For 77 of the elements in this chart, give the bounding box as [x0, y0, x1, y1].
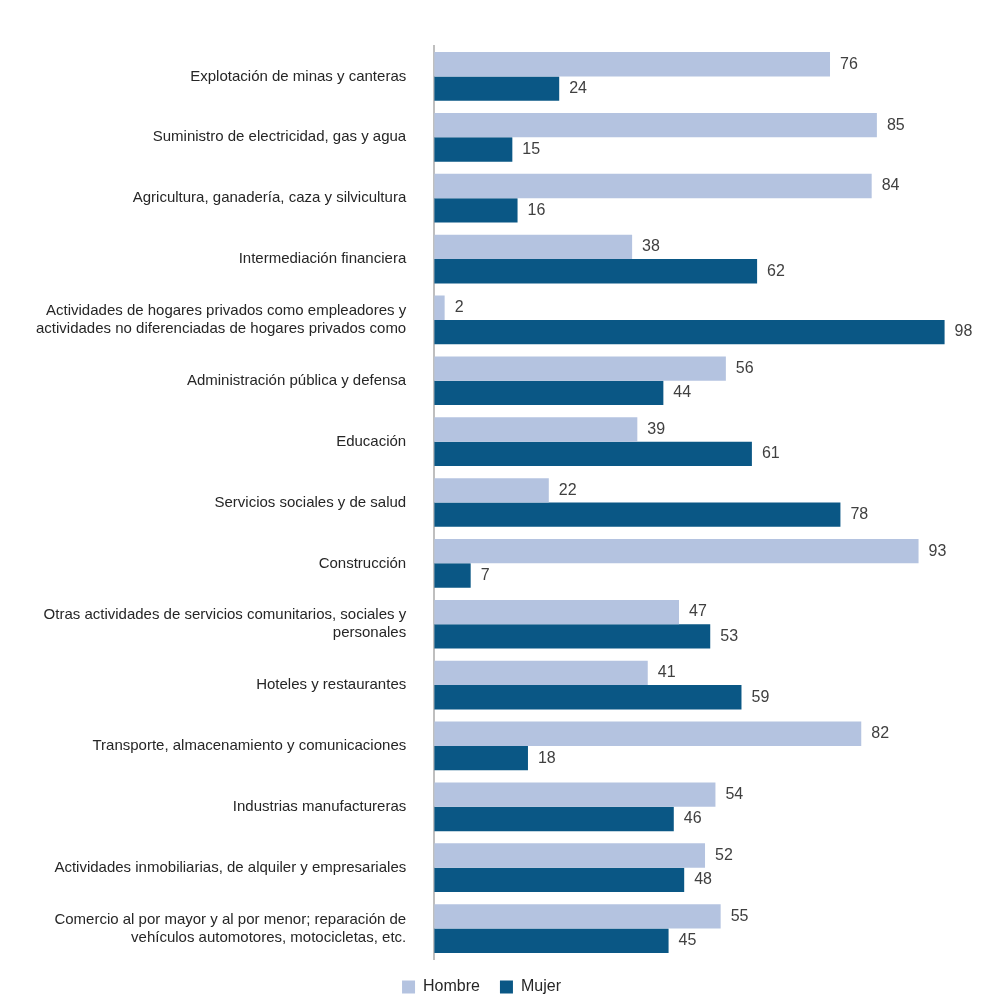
- bar: [434, 685, 742, 710]
- data-label: 76: [840, 54, 858, 72]
- data-label: 44: [673, 383, 692, 401]
- data-label: 55: [730, 906, 749, 924]
- bar: [434, 928, 669, 953]
- bar: [434, 173, 872, 199]
- bar: [434, 904, 721, 929]
- data-label: 62: [767, 261, 785, 279]
- y-tick-label: Actividades inmobiliarias, de alquiler y empresariales: [54, 857, 407, 875]
- y-tick-label: Administración pública y defensa: [186, 370, 407, 388]
- data-label: 38: [642, 237, 661, 255]
- bar: [434, 76, 560, 101]
- bar: [434, 295, 445, 320]
- bar: [434, 417, 638, 442]
- y-tick-label: Educación: [336, 431, 407, 449]
- bar: [434, 624, 711, 649]
- data-label: 18: [537, 748, 556, 766]
- data-label: 7: [480, 565, 490, 583]
- bar: [434, 319, 945, 345]
- y-tick-label: Intermediación financiera: [238, 249, 407, 267]
- bar: [434, 745, 528, 771]
- bar: [434, 112, 877, 138]
- y-tick-label: Transporte, almacenamiento y comunicaciones: [92, 736, 407, 754]
- y-tick-label: Explotación de minas y canteras: [190, 66, 407, 84]
- data-label: 45: [678, 931, 697, 949]
- data-label: 22: [558, 480, 577, 498]
- bar: [434, 198, 518, 223]
- data-label: 85: [886, 115, 905, 133]
- bar: [434, 539, 919, 564]
- bar: [434, 502, 841, 527]
- y-tick-label: Construcción: [318, 553, 407, 571]
- data-label: 46: [683, 809, 702, 827]
- data-label: 84: [881, 176, 900, 194]
- bar: [434, 721, 862, 746]
- y-tick-label: Hoteles y restaurantes: [256, 675, 407, 693]
- data-label: 93: [928, 541, 947, 559]
- bar: [434, 441, 752, 466]
- y-tick-label: Industrias manufactureras: [232, 796, 407, 814]
- legend-label: Hombre: [423, 977, 481, 995]
- data-label: 48: [694, 870, 713, 888]
- bar: [434, 380, 664, 406]
- bar: [434, 599, 679, 625]
- bar: [434, 234, 633, 260]
- bar: [434, 867, 685, 893]
- data-label: 53: [720, 626, 739, 644]
- y-tick-label: Suministro de electricidad, gas y agua: [152, 127, 407, 145]
- bar: [434, 563, 471, 588]
- data-label: 54: [725, 785, 744, 803]
- y-tick-label: Otras actividades de servicios comunitarios, sociales y personales: [43, 605, 407, 641]
- data-label: 98: [954, 322, 973, 340]
- y-tick-label: Actividades de hogares privados como empleadores y actividades no diferenciadas de hogares privados como: [35, 301, 407, 337]
- legend-label: Mujer: [520, 977, 562, 995]
- bar: [434, 259, 758, 284]
- data-label: 82: [871, 724, 890, 742]
- data-label: 24: [569, 79, 588, 97]
- bar: [434, 137, 513, 162]
- bar: [434, 806, 674, 832]
- data-label: 16: [527, 200, 546, 218]
- data-label: 52: [715, 845, 733, 863]
- data-label: 61: [761, 444, 780, 462]
- y-tick-label: Agricultura, ganadería, caza y silvicultura: [132, 188, 407, 206]
- data-label: 47: [688, 602, 707, 620]
- data-label: 56: [735, 359, 754, 376]
- bar: [434, 843, 706, 868]
- data-label: 2: [454, 298, 464, 316]
- data-label: 78: [850, 505, 869, 523]
- bar: [434, 782, 716, 807]
- bar: [434, 356, 726, 381]
- y-tick-label: Comercio al por mayor y al por menor; reparación de vehículos automotores, motocicletas, etc.: [54, 909, 407, 945]
- bar: [434, 660, 648, 686]
- data-label: 41: [657, 663, 676, 681]
- bar: [434, 52, 831, 77]
- bar: [434, 478, 549, 503]
- data-label: 59: [751, 687, 770, 705]
- y-tick-label: Servicios sociales y de salud: [214, 492, 407, 510]
- data-label: 39: [647, 419, 666, 437]
- data-label: 15: [522, 139, 541, 157]
